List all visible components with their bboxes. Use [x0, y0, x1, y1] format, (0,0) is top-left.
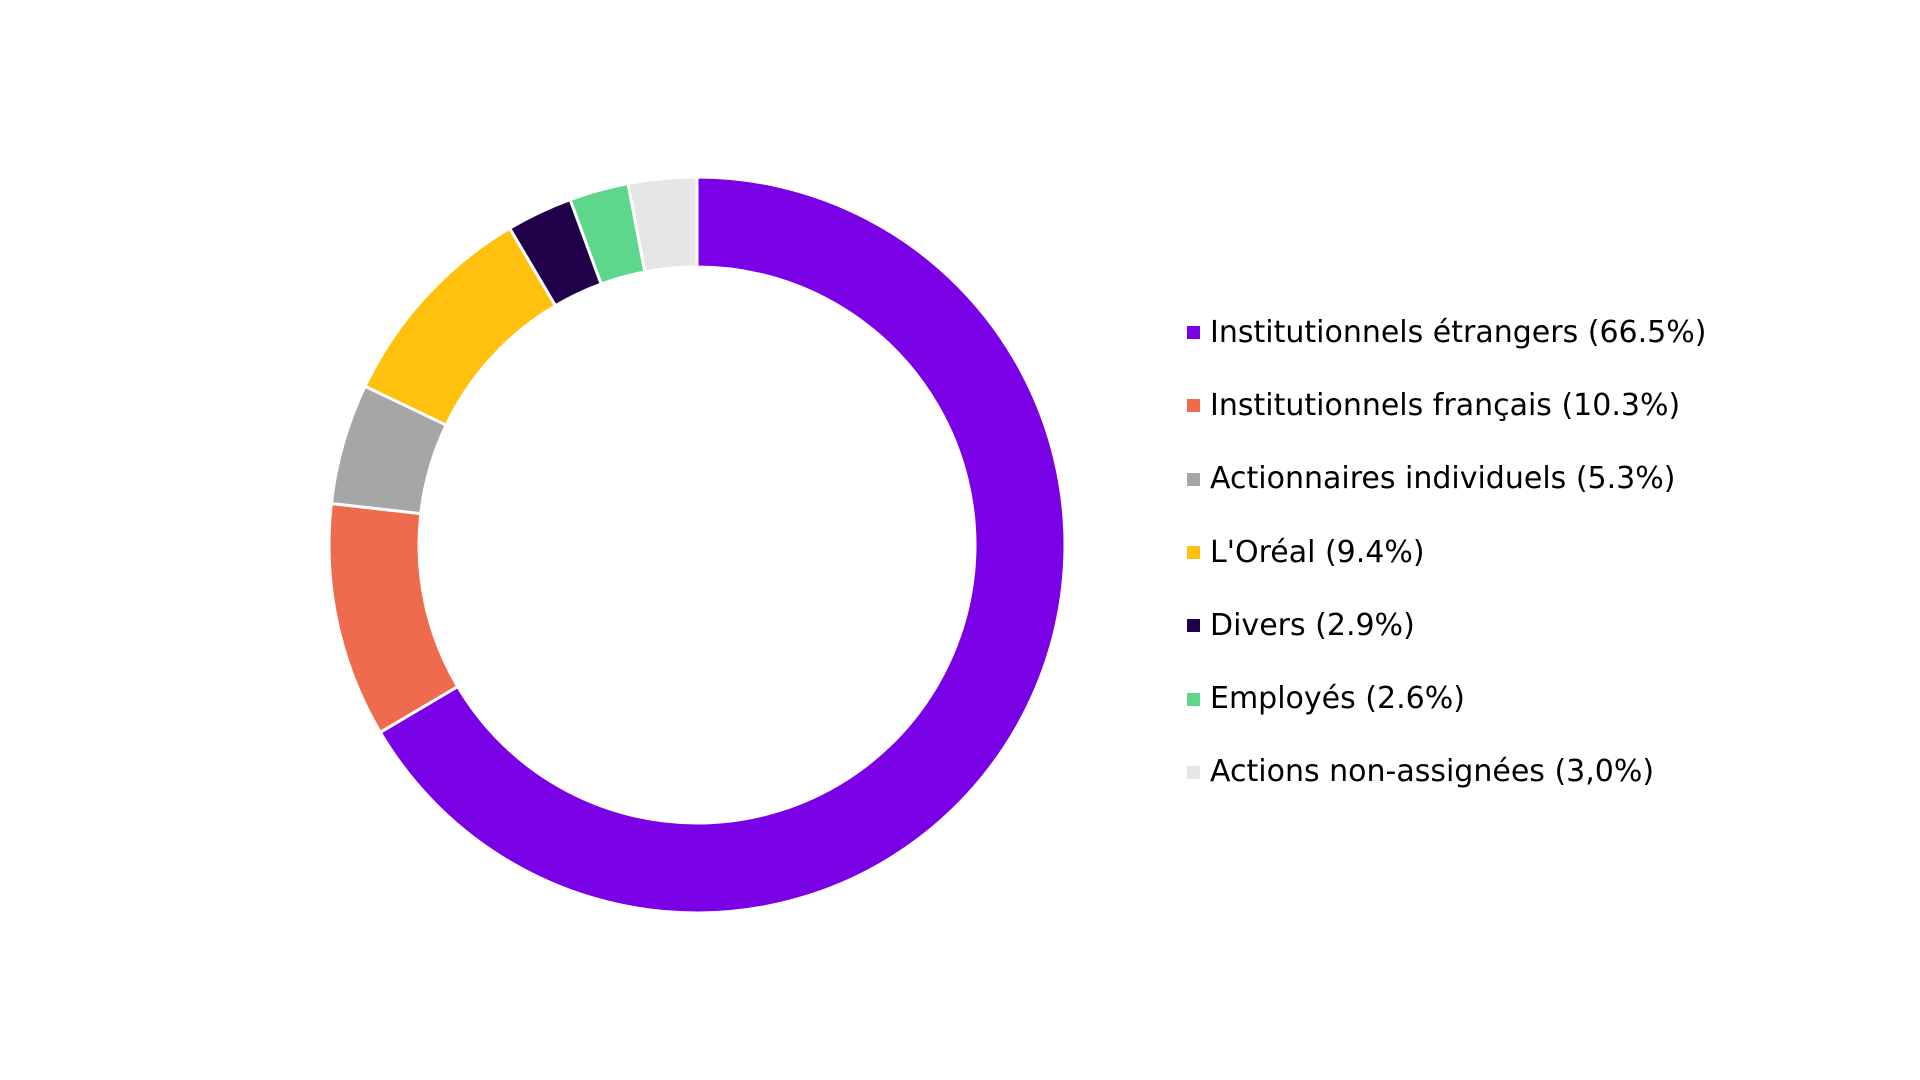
donut-slice	[378, 175, 1067, 915]
legend-label: Actionnaires individuels (5.3%)	[1210, 461, 1676, 497]
legend-swatch	[1187, 546, 1200, 560]
legend-label: Institutionnels étrangers (66.5%)	[1210, 314, 1707, 350]
legend-label: Institutionnels français (10.3%)	[1210, 387, 1681, 423]
donut-slices	[327, 175, 1067, 915]
legend-item: Actions non-assignées (3,0%)	[1187, 736, 1706, 809]
legend-swatch	[1187, 326, 1200, 340]
legend-swatch	[1187, 765, 1200, 779]
legend-item: Institutionnels étrangers (66.5%)	[1187, 296, 1706, 369]
legend-label: Employés (2.6%)	[1210, 681, 1465, 717]
chart-legend: Institutionnels étrangers (66.5%) Instit…	[1187, 296, 1706, 809]
legend-label: Divers (2.9%)	[1210, 607, 1415, 643]
legend-item: Employés (2.6%)	[1187, 662, 1706, 735]
legend-swatch	[1187, 399, 1200, 413]
legend-swatch	[1187, 692, 1200, 706]
legend-item: Actionnaires individuels (5.3%)	[1187, 443, 1706, 516]
legend-swatch	[1187, 472, 1200, 486]
legend-label: Actions non-assignées (3,0%)	[1210, 754, 1655, 790]
legend-item: Divers (2.9%)	[1187, 589, 1706, 662]
legend-label: L'Oréal (9.4%)	[1210, 534, 1425, 570]
legend-item: Institutionnels français (10.3%)	[1187, 369, 1706, 442]
donut-slice	[327, 501, 460, 735]
legend-swatch	[1187, 619, 1200, 633]
donut-slice	[626, 175, 699, 274]
legend-item: L'Oréal (9.4%)	[1187, 516, 1706, 589]
